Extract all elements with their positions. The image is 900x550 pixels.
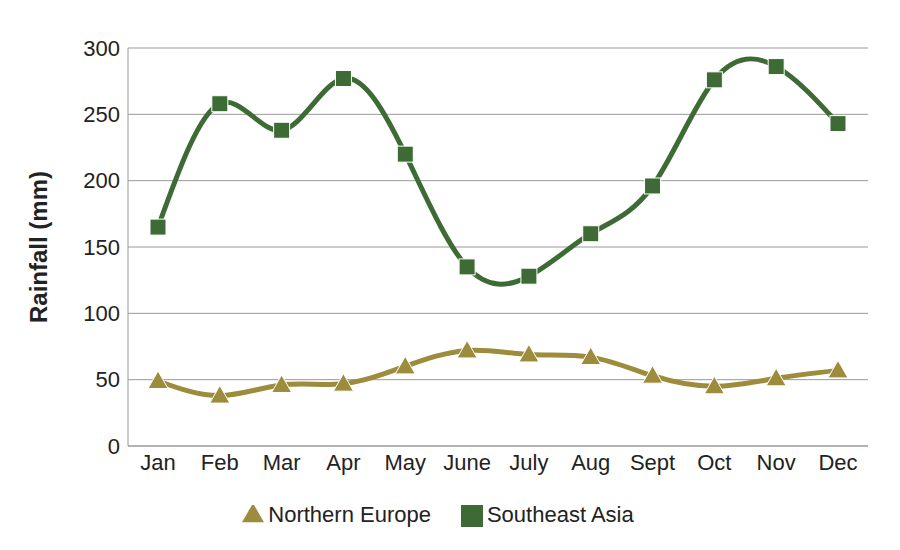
svg-text:250: 250 [83, 102, 120, 127]
svg-text:May: May [384, 450, 426, 475]
svg-text:June: June [443, 450, 491, 475]
svg-text:Feb: Feb [201, 450, 239, 475]
svg-text:300: 300 [83, 36, 120, 61]
svg-text:Aug: Aug [571, 450, 610, 475]
svg-text:0: 0 [108, 434, 120, 459]
svg-text:50: 50 [96, 367, 120, 392]
svg-text:150: 150 [83, 235, 120, 260]
svg-text:July: July [509, 450, 548, 475]
svg-text:Mar: Mar [263, 450, 301, 475]
svg-text:Sept: Sept [630, 450, 675, 475]
svg-text:200: 200 [83, 168, 120, 193]
html-text:Northern Europe: Northern Europe [268, 502, 431, 527]
svg-text:Rainfall (mm): Rainfall (mm) [25, 171, 52, 323]
svg-text:Apr: Apr [326, 450, 360, 475]
svg-text:Dec: Dec [818, 450, 857, 475]
svg-text:100: 100 [83, 301, 120, 326]
svg-text:Oct: Oct [697, 450, 731, 475]
svg-text:Jan: Jan [140, 450, 175, 475]
svg-text:Nov: Nov [757, 450, 796, 475]
html-text:Southeast Asia: Southeast Asia [486, 502, 634, 527]
